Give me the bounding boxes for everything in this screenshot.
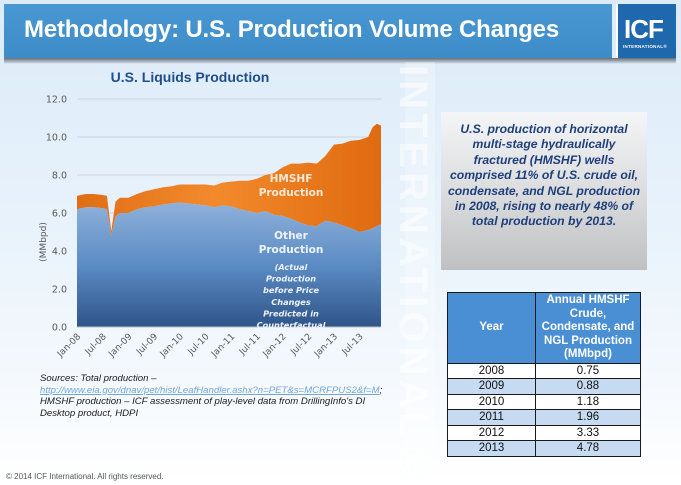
sources-suffix: ; HMSHF production – ICF assessment of p… (40, 384, 383, 419)
table-row: 2013 4.78 (447, 440, 641, 457)
table-row: 2009 0.88 (447, 378, 641, 395)
production-cell: 0.88 (535, 378, 641, 395)
x-tick-label: Jul-09 (134, 332, 160, 358)
table-row: 2010 1.18 (447, 393, 641, 410)
y-tick-label: 6.0 (52, 209, 67, 220)
year-cell: 2013 (447, 440, 536, 457)
x-tick-label: Jan-08 (55, 332, 83, 360)
other-area-sublabel: Predicted in (263, 308, 319, 318)
x-tick-label: Jan-09 (107, 332, 135, 360)
other-area-sublabel: Counterfactual (257, 320, 326, 330)
production-cell: 0.75 (535, 362, 641, 379)
hmshf-production-table: Year Annual HMSHF Crude, Condensate, and… (447, 292, 641, 457)
year-cell: 2008 (447, 362, 536, 379)
logo-text: ICF (624, 14, 664, 44)
x-tick-label: Jul-11 (237, 332, 263, 358)
chart-title: U.S. Liquids Production (111, 69, 270, 85)
x-tick-label: Jan-10 (158, 332, 186, 360)
watermark: INTERNATIONAL® (391, 65, 435, 485)
hmshf-area-label: HMSHF (270, 173, 313, 185)
production-cell: 1.18 (535, 393, 641, 410)
other-production-area (77, 202, 381, 327)
year-cell: 2011 (447, 409, 536, 426)
year-cell: 2010 (447, 393, 536, 410)
year-cell: 2009 (447, 378, 536, 395)
column-header-year: Year (447, 292, 536, 364)
other-area-sublabel: (Actual (275, 262, 308, 272)
x-tick-label: Jul-08 (83, 332, 109, 358)
slide-header: Methodology: U.S. Production Volume Chan… (4, 4, 612, 58)
other-area-sublabel: Changes (271, 297, 311, 307)
year-cell: 2012 (447, 424, 536, 441)
sources-prefix: Sources: Total production – (40, 373, 157, 384)
table-header-row: Year Annual HMSHF Crude, Condensate, and… (447, 292, 641, 364)
table-row: 2008 0.75 (447, 362, 641, 379)
x-tick-label: Jan-13 (312, 332, 340, 360)
eia-source-link[interactable]: http://www.eia.gov/dnav/pet/hist/LeafHan… (40, 384, 380, 396)
production-cell: 1.96 (535, 409, 641, 426)
x-tick-label: Jan-11 (209, 332, 237, 360)
y-tick-label: 0.0 (52, 323, 67, 334)
y-tick-label: 2.0 (52, 285, 67, 296)
x-tick-label: Jul-10 (186, 332, 212, 358)
other-area-sublabel: before Price (263, 285, 319, 295)
x-tick-label: Jul-12 (288, 332, 314, 358)
production-cell: 4.78 (535, 440, 641, 457)
y-axis-label: (MMbpd) (39, 222, 49, 262)
table-row: 2012 3.33 (447, 424, 641, 441)
other-area-label: Other (274, 230, 309, 242)
liquids-production-chart: U.S. Liquids Production 0.0 2.0 4.0 6.0 8.0 1… (39, 69, 381, 360)
logo-subtext: INTERNATIONAL® (623, 44, 667, 49)
other-area-label: Production (259, 244, 324, 256)
sources-note: Sources: Total production – http://www.e… (40, 373, 400, 419)
other-area-sublabel: Production (266, 274, 316, 284)
x-tick-label: Jul-13 (340, 332, 366, 358)
column-header-production: Annual HMSHF Crude, Condensate, and NGL … (535, 292, 641, 364)
y-tick-label: 4.0 (52, 247, 67, 258)
icf-logo: ICF INTERNATIONAL® (616, 4, 676, 58)
slide-title: Methodology: U.S. Production Volume Chan… (24, 16, 559, 43)
x-tick-label: Jan-12 (261, 332, 289, 360)
table-row: 2011 1.96 (447, 409, 641, 426)
y-tick-label: 8.0 (52, 171, 67, 182)
y-tick-label: 10.0 (46, 133, 67, 144)
watermark-band (405, 62, 435, 482)
hmshf-production-area (77, 123, 381, 236)
header-shadow (4, 58, 676, 64)
hmshf-callout: U.S. production of horizontal multi-stag… (441, 112, 647, 270)
hmshf-area-label: Production (259, 187, 324, 199)
copyright-footer: © 2014 ICF International. All rights res… (6, 472, 164, 481)
production-cell: 3.33 (535, 424, 641, 441)
y-tick-label: 12.0 (46, 95, 67, 106)
